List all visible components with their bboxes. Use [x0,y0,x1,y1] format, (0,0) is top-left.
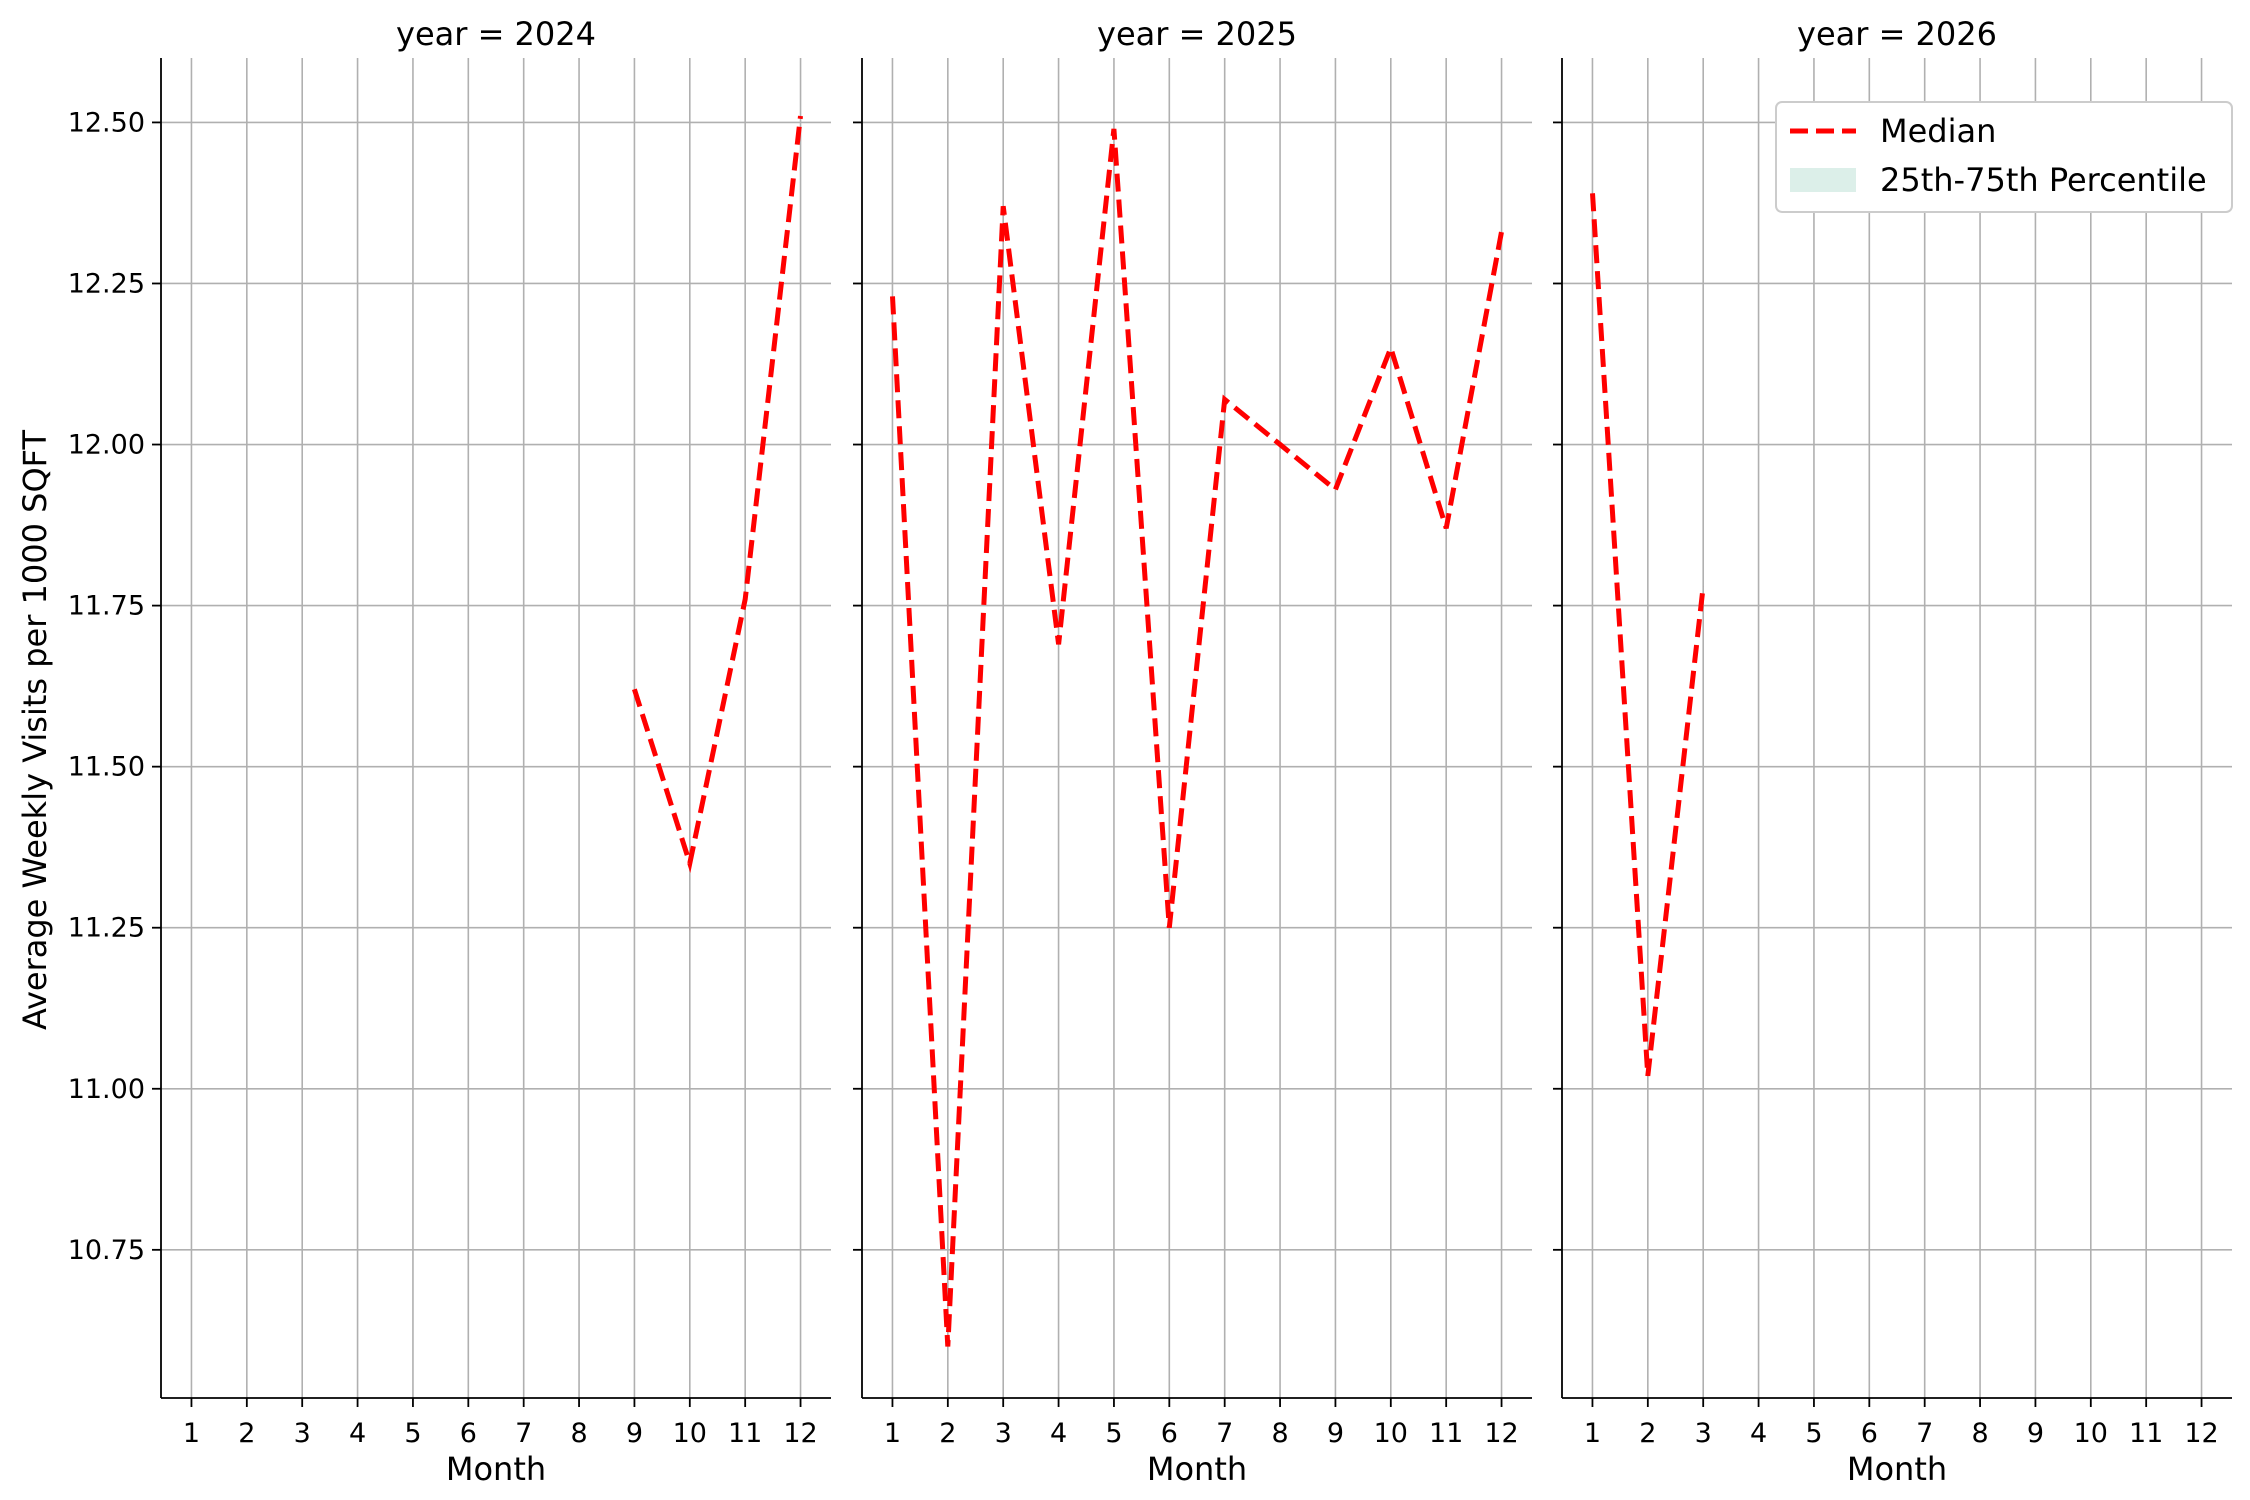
legend: Median 25th-75th Percentile [1775,101,2233,213]
x-tick-label: 1 [884,1418,901,1449]
x-tick-label: 2 [939,1418,956,1449]
x-tick-label: 8 [1271,1418,1288,1449]
median-line [632,115,803,874]
x-tick-label: 4 [349,1418,366,1449]
x-axis-label: Month [1147,1450,1247,1488]
x-tick-label: 1 [1584,1418,1601,1449]
x-tick-label: 9 [626,1418,643,1449]
facet-title: year = 2026 [1797,15,1997,53]
y-tick-label: 10.75 [68,1235,145,1266]
x-tick-label: 2 [1639,1418,1656,1449]
legend-percentile-label: 25th-75th Percentile [1880,161,2207,199]
x-tick-label: 7 [1916,1418,1933,1449]
x-tick-label: 6 [1161,1418,1178,1449]
x-tick-label: 2 [238,1418,255,1449]
x-tick-label: 5 [1805,1418,1822,1449]
legend-percentile-swatch [1790,168,1856,192]
x-tick-label: 11 [1429,1418,1463,1449]
facet-title: year = 2025 [1097,15,1297,53]
median-line [890,128,1504,1347]
x-tick-label: 10 [1374,1418,1408,1449]
x-tick-label: 11 [728,1418,762,1449]
x-tick-label: 6 [1861,1418,1878,1449]
x-axis-label: Month [1847,1450,1947,1488]
x-tick-label: 8 [570,1418,587,1449]
x-tick-label: 9 [2027,1418,2044,1449]
x-tick-label: 10 [673,1418,707,1449]
x-tick-label: 7 [515,1418,532,1449]
x-tick-label: 3 [1695,1418,1712,1449]
legend-median-label: Median [1880,112,1996,150]
y-tick-label: 11.50 [68,752,145,783]
x-tick-label: 7 [1216,1418,1233,1449]
x-tick-label: 4 [1050,1418,1067,1449]
y-tick-label: 11.00 [68,1074,145,1105]
x-tick-label: 5 [404,1418,421,1449]
x-tick-label: 1 [183,1418,200,1449]
x-tick-label: 8 [1971,1418,1988,1449]
x-tick-label: 12 [783,1418,817,1449]
facet-title: year = 2024 [396,15,596,53]
facet-panel-1: 10.75 11.00 11.25 11.50 11.75 12.00 12.25 12.50… [68,15,831,1488]
x-axis-label: Month [446,1450,546,1488]
x-tick-label: 12 [2184,1418,2218,1449]
x-tick-label: 3 [995,1418,1012,1449]
x-tick-label: 4 [1750,1418,1767,1449]
x-tick-label: 3 [294,1418,311,1449]
y-tick-label: 12.00 [68,430,145,461]
y-axis-label: Average Weekly Visits per 1000 SQFT [16,429,54,1030]
x-tick-label: 6 [460,1418,477,1449]
y-tick-label: 11.25 [68,913,145,944]
x-tick-label: 12 [1484,1418,1518,1449]
y-tick-label: 11.75 [68,591,145,622]
x-tick-label: 11 [2129,1418,2163,1449]
x-tick-label: 5 [1105,1418,1122,1449]
legend-frame [1775,101,2233,213]
chart-panels: 10.75 11.00 11.25 11.50 11.75 12.00 12.25 12.50… [68,15,2232,1488]
y-tick-label: 12.50 [68,107,145,138]
y-tick-label: 12.25 [68,268,145,299]
x-tick-label: 10 [2074,1418,2108,1449]
x-tick-label: 9 [1327,1418,1344,1449]
